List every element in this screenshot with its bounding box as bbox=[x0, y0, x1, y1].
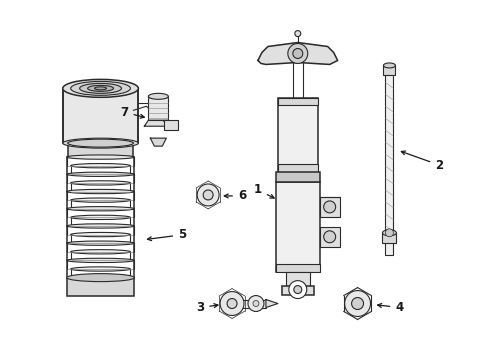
Ellipse shape bbox=[71, 249, 130, 254]
Bar bbox=[164, 120, 178, 130]
Bar bbox=[67, 278, 134, 296]
Circle shape bbox=[289, 280, 307, 298]
Text: 6: 6 bbox=[224, 189, 246, 202]
Ellipse shape bbox=[71, 215, 130, 220]
Polygon shape bbox=[150, 138, 166, 146]
Ellipse shape bbox=[63, 80, 138, 97]
Text: 3: 3 bbox=[196, 301, 218, 314]
Ellipse shape bbox=[67, 155, 134, 159]
Circle shape bbox=[324, 201, 336, 213]
Text: 4: 4 bbox=[378, 301, 404, 314]
Ellipse shape bbox=[71, 233, 130, 237]
Ellipse shape bbox=[67, 274, 134, 282]
Ellipse shape bbox=[95, 87, 106, 90]
Bar bbox=[276, 172, 319, 182]
Bar bbox=[383, 233, 396, 243]
Bar bbox=[386, 66, 393, 255]
Circle shape bbox=[295, 31, 301, 37]
Circle shape bbox=[324, 231, 336, 243]
Bar bbox=[63, 88, 138, 143]
Circle shape bbox=[203, 190, 213, 200]
Circle shape bbox=[288, 44, 308, 63]
Bar bbox=[68, 143, 133, 157]
Text: 2: 2 bbox=[401, 151, 443, 172]
Ellipse shape bbox=[384, 63, 395, 68]
Ellipse shape bbox=[71, 181, 130, 185]
Bar bbox=[228, 300, 266, 307]
Ellipse shape bbox=[71, 81, 130, 95]
Bar bbox=[276, 264, 319, 272]
Circle shape bbox=[294, 285, 302, 293]
Ellipse shape bbox=[80, 84, 122, 93]
Ellipse shape bbox=[67, 224, 134, 228]
Ellipse shape bbox=[88, 85, 114, 91]
Ellipse shape bbox=[383, 230, 396, 236]
Bar bbox=[276, 182, 319, 272]
Ellipse shape bbox=[67, 207, 134, 211]
Bar bbox=[286, 272, 310, 285]
Text: 1: 1 bbox=[254, 184, 274, 198]
Bar bbox=[384, 66, 395, 75]
Bar bbox=[148, 96, 168, 120]
Text: 5: 5 bbox=[147, 228, 186, 241]
Circle shape bbox=[344, 291, 370, 316]
Circle shape bbox=[253, 301, 259, 306]
Bar bbox=[278, 164, 318, 172]
Text: 7: 7 bbox=[121, 106, 145, 119]
Ellipse shape bbox=[71, 267, 130, 271]
Ellipse shape bbox=[71, 198, 130, 202]
Polygon shape bbox=[266, 300, 278, 307]
Circle shape bbox=[386, 229, 393, 237]
Polygon shape bbox=[258, 42, 338, 64]
Bar bbox=[278, 98, 318, 105]
Circle shape bbox=[352, 298, 364, 310]
Ellipse shape bbox=[67, 258, 134, 262]
Circle shape bbox=[220, 292, 244, 315]
Bar bbox=[319, 197, 340, 217]
Circle shape bbox=[197, 184, 219, 206]
Ellipse shape bbox=[148, 93, 168, 99]
Ellipse shape bbox=[68, 139, 133, 147]
Polygon shape bbox=[145, 120, 172, 126]
Ellipse shape bbox=[67, 172, 134, 176]
Ellipse shape bbox=[71, 163, 130, 168]
Bar bbox=[282, 285, 314, 294]
Circle shape bbox=[293, 49, 303, 58]
Circle shape bbox=[227, 298, 237, 309]
Ellipse shape bbox=[67, 241, 134, 245]
Ellipse shape bbox=[67, 189, 134, 194]
Bar bbox=[319, 227, 340, 247]
Bar bbox=[278, 98, 318, 172]
Circle shape bbox=[248, 296, 264, 311]
Ellipse shape bbox=[63, 138, 138, 148]
